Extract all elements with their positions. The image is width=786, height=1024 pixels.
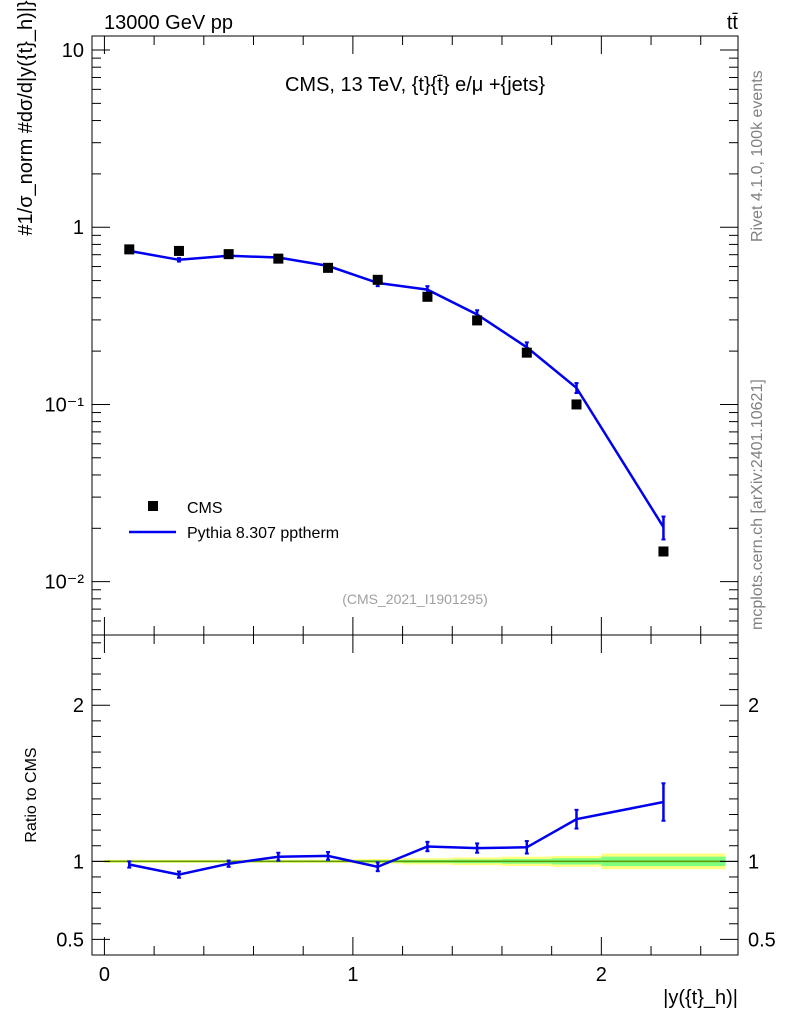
ratio-y-tick-label: 1 [73, 851, 84, 873]
data-point [273, 253, 284, 264]
data-point [521, 347, 532, 358]
ratio-y-tick-label: 2 [73, 695, 84, 717]
plot-title: CMS, 13 TeV, {t}{t̄} e/μ +{jets} [285, 74, 545, 96]
ratio-ticks [92, 635, 738, 956]
mc-error-bars [127, 248, 666, 541]
x-tick-label: 2 [596, 964, 607, 986]
y-tick-label: 1 [73, 217, 84, 239]
data-point [422, 291, 433, 302]
x-tick-label: 0 [99, 964, 110, 986]
ratio-y-tick-label: 0.5 [56, 929, 84, 951]
ratio-error-bars [127, 782, 666, 879]
main-panel: 10⁻² 10⁻¹ 1 10 CMS, 13 TeV, {t}{t̄} e/μ +{j… [15, 0, 739, 636]
legend-data-label: CMS [187, 500, 223, 517]
rivet-version-label: Rivet 4.1.0, 100k events [749, 70, 766, 242]
x-axis-label: |y({t}_h)| [663, 987, 738, 1009]
ratio-x-tick-labels: 0 1 2 [99, 964, 607, 986]
data-point [124, 244, 135, 255]
main-y-axis-label: #1/σ_norm #dσ/d|y({t}_h)|} [15, 0, 37, 236]
header-process-label: tt̄ [727, 12, 739, 34]
data-point [372, 274, 383, 285]
data-point [472, 315, 483, 326]
legend: CMS Pythia 8.307 pptherm [129, 500, 339, 542]
data-point [173, 245, 184, 256]
data-markers [124, 244, 669, 557]
mcplots-reference-label: mcplots.cern.ch [arXiv:2401.10621] [749, 379, 766, 630]
ratio-y-tick-label-right: 1 [748, 851, 759, 873]
y-tick-label: 10 [62, 40, 84, 62]
main-ticks [92, 36, 738, 636]
legend-data-marker [148, 501, 158, 511]
ratio-y-tick-labels: 0.5 0.5 1 1 2 2 [56, 695, 776, 951]
y-tick-label: 10⁻² [45, 572, 85, 594]
ratio-y-axis-label: Ratio to CMS [23, 747, 40, 842]
ratio-y-tick-label-right: 0.5 [748, 929, 776, 951]
x-tick-label: 1 [347, 964, 358, 986]
data-point [323, 262, 334, 273]
data-point [658, 546, 669, 557]
ratio-y-tick-label-right: 2 [748, 695, 759, 717]
data-point [223, 249, 234, 260]
main-panel-frame [91, 35, 739, 636]
ratio-panel: 0.5 0.5 1 1 2 2 0 1 2 Ratio to CMS |y({t}_h)| [23, 634, 776, 1009]
mc-series-line [129, 249, 665, 528]
y-tick-label: 10⁻¹ [45, 394, 85, 416]
data-point [571, 399, 582, 410]
main-y-tick-labels: 10⁻² 10⁻¹ 1 10 [45, 40, 85, 594]
legend-mc-label: Pythia 8.307 pptherm [187, 525, 339, 542]
ratio-panel-frame [91, 634, 739, 956]
header-beam-label: 13000 GeV pp [104, 12, 233, 34]
analysis-reference: (CMS_2021_I1901295) [342, 591, 488, 607]
